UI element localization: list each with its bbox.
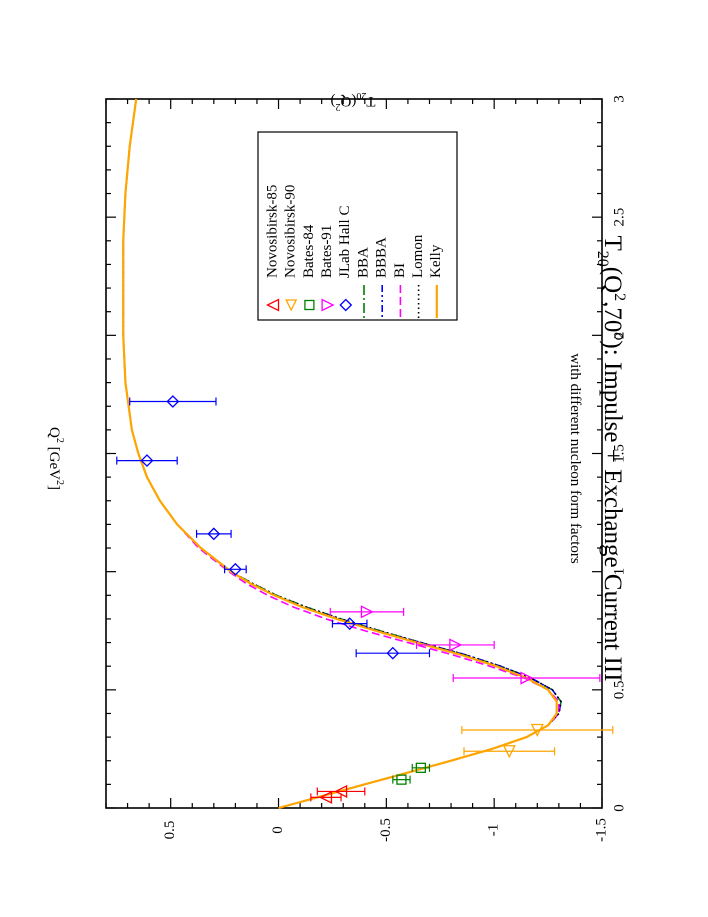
marker-bates-91 (360, 605, 374, 619)
marker-novosibirsk-90 (502, 745, 516, 759)
legend-label: BI (392, 263, 408, 278)
marker-bates-84 (396, 774, 407, 785)
marker-jlab-hall-c (207, 527, 221, 541)
x-tick-label: 0.5 (611, 680, 627, 699)
marker-novosibirsk-90 (530, 723, 544, 737)
marker-novosibirsk-85 (334, 784, 348, 799)
y-tick-label: -0.5 (378, 818, 394, 842)
y-tick-label: -1.5 (593, 818, 609, 842)
y-tick-label: -1 (486, 824, 502, 837)
marker-bates-84 (415, 762, 427, 773)
marker-bates-91 (449, 638, 463, 652)
legend-label: BBBA (374, 237, 390, 278)
legend-marker (285, 299, 298, 312)
legend-label: Bates-84 (301, 224, 317, 278)
legend-label: Kelly (428, 244, 444, 278)
x-tick-label: 1.5 (611, 444, 627, 463)
x-axis-label: Q2 [GeV2] (46, 427, 65, 490)
marker-jlab-hall-c (386, 646, 400, 660)
x-tick-label: 3 (611, 95, 627, 103)
chart-title: T20(Q2,70o): Impulse + Exchange Current … (594, 236, 628, 682)
legend-box (257, 131, 458, 321)
chart-subtitle: with different nucleon form factors (567, 353, 583, 564)
data-points (116, 395, 614, 804)
curve-kelly (122, 98, 558, 810)
y-tick-label: 0.5 (162, 821, 178, 840)
legend: Novosibirsk-85 Novosibirsk-90 Bates-84 Bate… (257, 131, 458, 321)
marker-novosibirsk-85 (319, 790, 333, 804)
marker-jlab-hall-c (140, 454, 154, 468)
model-curves (122, 98, 562, 810)
legend-marker (321, 298, 335, 312)
axes: 0 0.5 1 1.5 2 2.5 3 -1.5 -1 -0.5 0 0.5 (105, 95, 627, 842)
legend-label: BBA (355, 247, 371, 278)
x-tick-label: 1 (611, 568, 627, 576)
legend-label: JLab Hall C (337, 206, 353, 279)
y-tick-label: 0 (270, 826, 286, 834)
legend-label: Novosibirsk-90 (283, 185, 299, 278)
legend-label: Novosibirsk-85 (264, 185, 280, 278)
x-tick-label: 2 (611, 332, 627, 340)
plot-root: T20(Q2,70o): Impulse + Exchange Current … (46, 90, 628, 842)
legend-marker (266, 298, 280, 312)
x-tick-label: 2.5 (611, 208, 627, 227)
legend-label: Lomon (410, 234, 426, 278)
legend-marker (339, 298, 353, 312)
legend-marker (304, 299, 315, 311)
marker-jlab-hall-c (343, 617, 357, 631)
y-axis-label: T20(Q2) (331, 90, 376, 112)
marker-jlab-hall-c (228, 562, 242, 576)
marker-bates-91 (520, 671, 534, 685)
legend-label: Bates-91 (319, 225, 335, 278)
x-tick-label: 0 (611, 804, 627, 812)
marker-jlab-hall-c (166, 395, 180, 408)
